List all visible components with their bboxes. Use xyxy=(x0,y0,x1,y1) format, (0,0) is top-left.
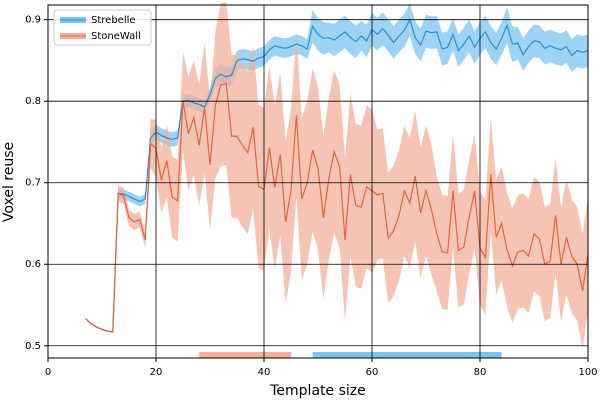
y-tick-label: 0.9 xyxy=(25,15,41,26)
line xyxy=(85,18,589,333)
plot-frame xyxy=(47,4,589,359)
x-tick-label: 100 xyxy=(578,367,597,378)
x-axis-label: Template size xyxy=(269,383,365,399)
y-axis-label: Voxel reuse xyxy=(1,142,17,222)
line xyxy=(85,82,589,333)
x-tick-label: 0 xyxy=(45,367,51,378)
y-tick-label: 0.6 xyxy=(25,259,41,270)
legend-label: Strebelle xyxy=(91,15,136,26)
y-tick-label: 0.7 xyxy=(25,178,41,189)
highlight-range xyxy=(199,352,291,358)
highlight-range xyxy=(312,352,502,358)
x-tick-label: 20 xyxy=(150,367,163,378)
band xyxy=(85,1,589,349)
y-tick-label: 0.5 xyxy=(25,341,41,352)
x-tick-label: 40 xyxy=(258,367,271,378)
x-tick-label: 80 xyxy=(474,367,487,378)
legend-label: StoneWall xyxy=(91,31,141,42)
y-tick-label: 0.8 xyxy=(25,96,41,107)
x-tick-label: 60 xyxy=(366,367,379,378)
